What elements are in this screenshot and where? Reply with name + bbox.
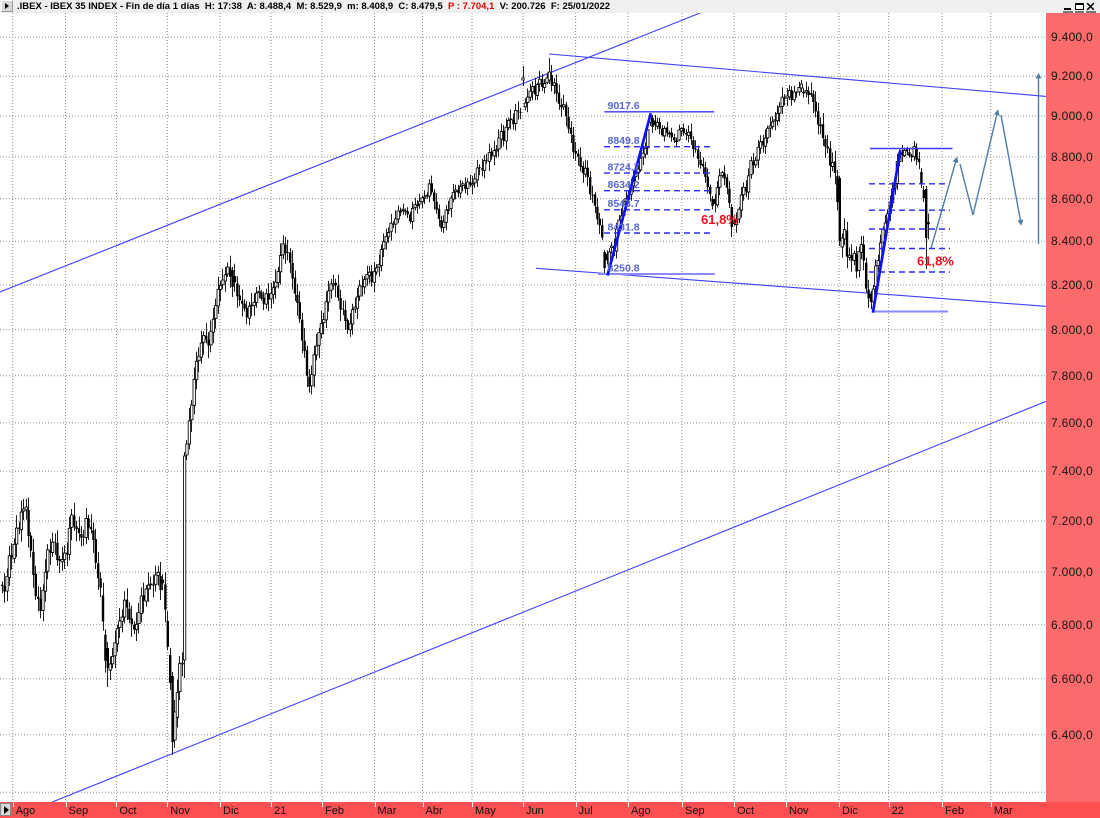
- svg-text:8634.2: 8634.2: [608, 179, 640, 191]
- svg-text:8250.8: 8250.8: [608, 262, 640, 274]
- svg-text:8724.7: 8724.7: [608, 162, 640, 174]
- svg-text:61,8%: 61,8%: [701, 212, 738, 227]
- svg-text:8543.7: 8543.7: [608, 198, 640, 210]
- svg-text:8849.8: 8849.8: [608, 135, 640, 147]
- svg-text:9017.6: 9017.6: [608, 100, 640, 112]
- svg-text:61,8%: 61,8%: [917, 254, 954, 269]
- svg-text:8431.8: 8431.8: [608, 221, 640, 233]
